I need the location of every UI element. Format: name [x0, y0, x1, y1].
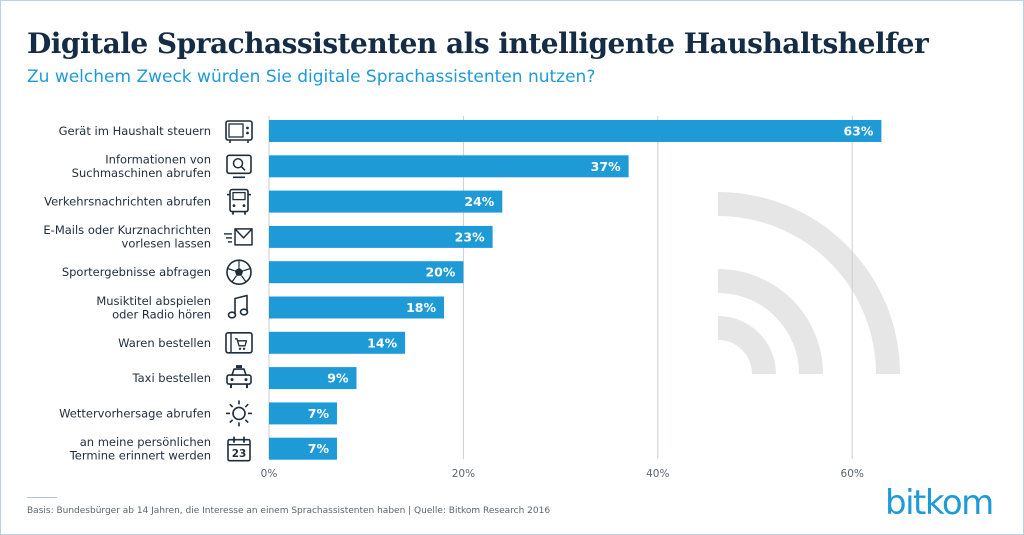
- x-tick-label: 60%: [841, 468, 864, 480]
- page-title: Digitale Sprachassistenten als intellige…: [27, 27, 929, 60]
- microwave-icon: [225, 120, 253, 143]
- category-label: an meine persönlichen Termine erinnert we…: [69, 435, 211, 463]
- bar-value-label: 9%: [327, 371, 349, 386]
- bar-chart: 63% 37% 24% 23% 20% 18% 14% 9% 7% 7% Gerät im Hau…: [43, 116, 882, 480]
- bars: 63% 37% 24% 23% 20% 18% 14% 9% 7% 7%: [269, 120, 882, 460]
- x-tick-label: 40%: [646, 468, 669, 480]
- bar-value-label: 7%: [308, 406, 330, 421]
- category-label: Waren bestellen: [118, 336, 211, 350]
- category-icons: 23: [224, 120, 253, 462]
- category-labels: Gerät im Haushalt steuern Informationen v…: [43, 124, 211, 462]
- bar-value-label: 24%: [464, 194, 494, 209]
- bar: [269, 437, 337, 460]
- x-axis-ticks: 0% 20% 40% 60%: [261, 468, 864, 480]
- bar-value-label: 63%: [843, 124, 873, 139]
- signal-wave-outer: [717, 192, 900, 375]
- bar-value-label: 14%: [367, 335, 397, 350]
- footnote-divider: [27, 497, 57, 498]
- bar: [269, 155, 629, 178]
- bar: [269, 296, 444, 319]
- category-label: Wettervorhersage abrufen: [59, 406, 211, 420]
- bar: [269, 367, 357, 390]
- x-tick-label: 0%: [261, 468, 278, 480]
- page-subtitle: Zu welchem Zweck würden Sie digitale Spr…: [27, 67, 596, 87]
- bar: [269, 225, 493, 248]
- music-note-icon: [227, 294, 249, 319]
- bar: [269, 261, 464, 284]
- bar-value-label: 23%: [455, 229, 485, 244]
- shopping-cart-icon: [225, 331, 253, 354]
- bitkom-logo: bitkom: [885, 483, 994, 523]
- truck-icon: [227, 188, 251, 215]
- signal-wave-inner: [717, 316, 776, 375]
- bar-value-label: 18%: [406, 300, 436, 315]
- bar: [269, 402, 337, 425]
- bar-value-label: 20%: [425, 265, 455, 280]
- bar-value-label: 37%: [591, 159, 621, 174]
- bar: [269, 331, 406, 354]
- bar: [269, 120, 882, 142]
- signal-wave-middle: [717, 269, 823, 375]
- category-label: Gerät im Haushalt steuern: [59, 124, 211, 138]
- bar: [269, 190, 503, 213]
- calendar-day-label: 23: [232, 448, 247, 460]
- mail-icon: [224, 228, 253, 246]
- taxi-icon: [226, 365, 252, 389]
- category-label: E-Mails oder Kurznachrichten vorlesen las…: [43, 223, 211, 251]
- calendar-icon: 23: [227, 436, 251, 462]
- search-screen-icon: [226, 154, 252, 179]
- source-footnote: Basis: Bundesbürger ab 14 Jahren, die In…: [27, 506, 551, 516]
- football-icon: [226, 259, 252, 286]
- category-label: Sportergebnisse abfragen: [62, 265, 211, 279]
- sun-icon: [226, 400, 252, 427]
- category-label: Verkehrsnachrichten abrufen: [44, 195, 211, 209]
- x-tick-label: 20%: [452, 468, 475, 480]
- bar-value-label: 7%: [308, 441, 330, 456]
- category-label: Taxi bestellen: [131, 371, 211, 385]
- category-label: Musiktitel abspielen oder Radio hören: [96, 294, 211, 322]
- category-label: Informationen von Suchmaschinen abrufen: [72, 153, 211, 181]
